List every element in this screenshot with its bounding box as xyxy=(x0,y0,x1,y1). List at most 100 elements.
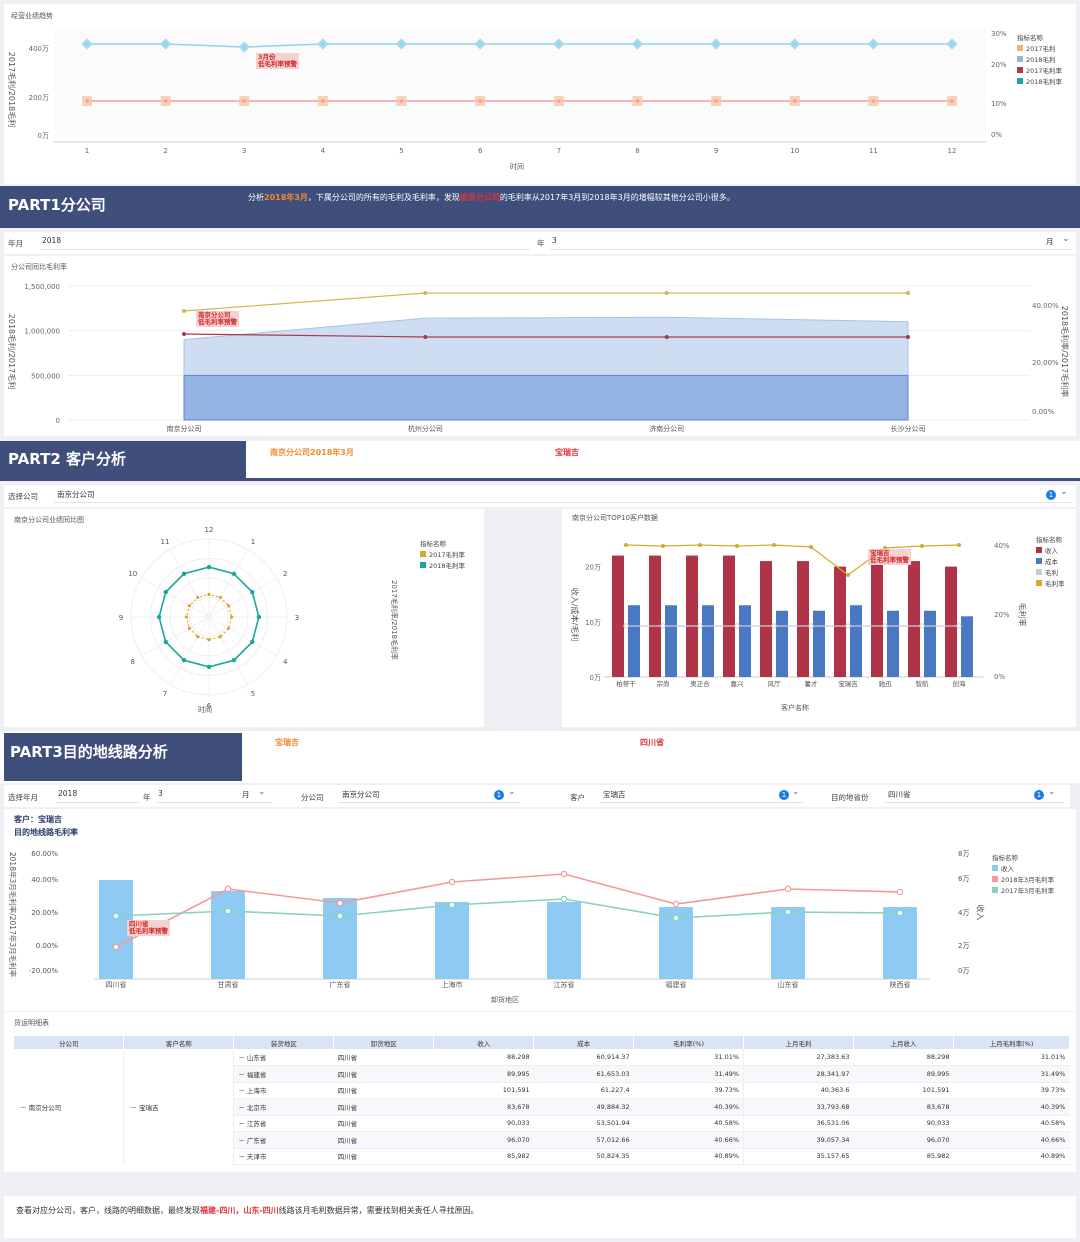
data-point xyxy=(734,623,740,629)
table-row[interactable]: － 天津市 四川省 85,982 50,824.35 40.89% 35,157.65 85… xyxy=(14,1148,1070,1165)
route-y2label: 收入 xyxy=(975,904,985,921)
radar-point xyxy=(218,595,222,600)
top10-chart: 20万 10万 0万 40% 20% 0% 柏蒂干 宗尚 奥正合 嘉兴 风厅 薯才 宝瑞吉 驰迅 智航 创海 xyxy=(585,542,1010,688)
data-point xyxy=(224,907,232,915)
legend-label: 2018毛利率 xyxy=(1026,77,1063,86)
x-tick-label: 杭州分公司 xyxy=(408,424,443,433)
column-header[interactable]: 收入 xyxy=(433,1036,535,1049)
month-select[interactable]: 3 月 ⌄ xyxy=(550,234,1072,250)
top10-legend-item[interactable]: 毛利 xyxy=(1036,566,1065,577)
chevron-down-icon[interactable]: ⌄ xyxy=(792,787,800,797)
legend-label: 2017毛利 xyxy=(1026,44,1056,53)
column-header[interactable]: 客户名称 xyxy=(123,1036,235,1049)
table-row[interactable]: － 江苏省 四川省 90,033 53,501.94 40.58% 36,531.06 90… xyxy=(14,1115,1070,1132)
part1-description: 分析2018年3月，下属分公司的所有的毛利及毛利率，发现南京分公司的毛利率从20… xyxy=(248,192,735,203)
trend-legend-item[interactable]: 2017毛利率 xyxy=(1017,64,1062,75)
bar-income xyxy=(883,907,917,979)
line-2017-rate xyxy=(183,333,908,338)
legend-swatch xyxy=(1036,557,1042,564)
radar-point xyxy=(184,615,188,619)
dest3-label: 目的地省份 xyxy=(831,793,869,802)
x-tick-label: 四川省 xyxy=(106,980,127,989)
data-point xyxy=(660,623,666,629)
column-header[interactable]: 装货地区 xyxy=(233,1036,335,1049)
column-header[interactable]: 毛利率(%) xyxy=(633,1036,745,1049)
data-point xyxy=(112,912,120,920)
x-tick-label: 8 xyxy=(635,147,639,155)
data-point xyxy=(896,909,904,917)
table-row[interactable]: － 广东省 四川省 96,070 57,012.66 40.66% 39,057.34 96… xyxy=(14,1131,1070,1149)
radar-point xyxy=(207,638,211,642)
y2-tick-label: 0% xyxy=(994,673,1005,681)
top10-legend-item[interactable]: 毛利率 xyxy=(1036,577,1065,588)
table-cell: 39,057.34 xyxy=(743,1131,854,1149)
customer3-select[interactable]: 宝瑞吉 1 ⌄ xyxy=(599,787,804,803)
radar-spoke xyxy=(141,616,210,657)
table-cell: 83,678 xyxy=(433,1098,534,1116)
radar-legend-item[interactable]: 2017毛利率 xyxy=(420,548,465,559)
table-row[interactable]: － 南京分公司－ 宝瑞吉－ 山东省 四川省 88,298 60,914.37 31.01… xyxy=(14,1049,1070,1165)
radar-point xyxy=(196,634,200,639)
chevron-down-icon[interactable]: ⌄ xyxy=(508,787,516,797)
bar-income xyxy=(797,561,809,677)
table-cell: 89,995 xyxy=(853,1065,954,1083)
legend-label: 成本 xyxy=(1045,557,1058,566)
company3-select[interactable]: 南京分公司 1 ⌄ xyxy=(338,787,520,803)
month3-select[interactable]: 3 月 ⌄ xyxy=(156,787,272,803)
x-tick-label: 柏蒂干 xyxy=(616,679,636,688)
bar-income xyxy=(686,555,698,677)
x-tick-label: 甘肃省 xyxy=(218,980,239,989)
trend-legend-item[interactable]: 2018毛利率 xyxy=(1017,75,1062,86)
chevron-down-icon[interactable]: ⌄ xyxy=(1062,234,1070,244)
month3-value: 3 xyxy=(158,789,163,798)
x-tick-label: 5 xyxy=(399,147,403,155)
x-tick-label: 风厅 xyxy=(768,680,782,688)
top10-legend-item[interactable]: 收入 xyxy=(1036,544,1065,555)
bar-cost xyxy=(924,610,936,677)
radar-legend-item[interactable]: 2018毛利率 xyxy=(420,559,465,570)
year-select[interactable]: 2018 xyxy=(40,236,530,250)
column-header[interactable]: 分公司 xyxy=(14,1036,125,1049)
table-row[interactable]: － 上海市 四川省 101,591 61,227.4 39.73% 40,363.6 101… xyxy=(14,1082,1070,1099)
month-value: 3 xyxy=(552,236,557,245)
radar-spoke xyxy=(208,577,277,618)
column-header[interactable]: 卸货地区 xyxy=(333,1036,435,1049)
data-point-center xyxy=(163,42,168,46)
radar-point xyxy=(181,571,187,576)
radar-point xyxy=(250,639,255,645)
table-row[interactable]: － 福建省 四川省 89,995 61,653.03 31.49% 28,341.97 89… xyxy=(14,1065,1070,1083)
footer-post: 线路该月毛利数据异常，需要找到相关责任人寻找原因。 xyxy=(278,1206,479,1215)
data-point xyxy=(672,900,680,908)
table-cell: 39.73% xyxy=(633,1082,745,1099)
company-select[interactable]: 南京分公司 1 ⌄ xyxy=(54,487,1072,503)
trend-legend-item[interactable]: 2017毛利 xyxy=(1017,42,1062,53)
data-point-center xyxy=(557,42,561,46)
dest3-select[interactable]: 四川省 1 ⌄ xyxy=(884,787,1064,803)
chevron-down-icon[interactable]: ⌄ xyxy=(258,787,266,797)
table-cell: 57,012.66 xyxy=(533,1131,634,1149)
y-tick-label: 20.00% xyxy=(31,909,58,917)
route-legend-item[interactable]: 2018年3月毛利率 xyxy=(992,873,1054,884)
legend-label: 2017年3月毛利率 xyxy=(1001,886,1055,895)
legend-swatch xyxy=(1017,55,1023,62)
y-tick-label: 400万 xyxy=(29,45,49,53)
data-point-center xyxy=(399,42,404,46)
top10-legend-item[interactable]: 成本 xyxy=(1036,555,1065,566)
column-header[interactable]: 上月收入 xyxy=(853,1036,954,1049)
column-header[interactable]: 成本 xyxy=(533,1036,635,1049)
radar-axis-label: 3 xyxy=(295,614,299,622)
route-legend-item[interactable]: 2017年3月毛利率 xyxy=(992,884,1054,895)
year3-select[interactable]: 2018 xyxy=(56,789,140,803)
route-legend-item[interactable]: 收入 xyxy=(992,862,1054,873)
trend-legend-item[interactable]: 2018毛利 xyxy=(1017,53,1062,64)
chevron-down-icon[interactable]: ⌄ xyxy=(1060,487,1068,497)
x-tick-label: 山东省 xyxy=(778,980,799,989)
chevron-down-icon[interactable]: ⌄ xyxy=(1048,787,1056,797)
column-header[interactable]: 上月毛利 xyxy=(743,1036,855,1049)
bar-income xyxy=(760,561,772,677)
table-row[interactable]: － 北京市 四川省 83,678 49,884.32 40.39% 33,793.68 83… xyxy=(14,1098,1070,1116)
column-header[interactable]: 上月毛利率(%) xyxy=(953,1036,1071,1049)
y2-tick-label: 20.00% xyxy=(1032,359,1059,367)
table-cell: 60,914.37 xyxy=(533,1049,634,1066)
y2-tick-label: 40% xyxy=(994,542,1010,550)
